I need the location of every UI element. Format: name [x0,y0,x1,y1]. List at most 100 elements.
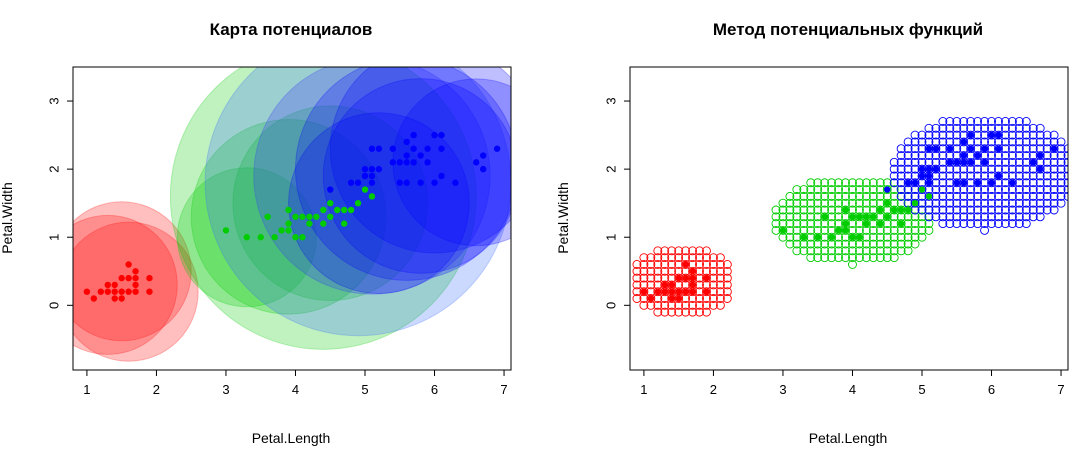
grid-point [952,212,962,222]
data-point [479,165,487,173]
grid-point [792,185,802,195]
grid-point [1000,164,1010,174]
grid-point [966,191,976,201]
grid-point [806,185,816,195]
data-point [1036,165,1044,173]
grid-point [1014,212,1024,222]
grid-point [994,198,1003,208]
grid-point [854,191,864,201]
grid-point [966,171,976,181]
grid-point [785,232,795,242]
data-point [689,288,696,295]
grid-point [917,205,927,215]
grid-point [1014,205,1024,215]
data-point [285,227,292,234]
data-point [647,295,655,302]
data-point [661,288,668,295]
grid-point [1028,157,1038,167]
grid-point [660,300,670,310]
x-tick-label: 5 [361,382,368,397]
x-axis-label: Petal.Length [809,430,888,446]
grid-point [896,239,906,249]
data-point [375,165,383,173]
grid-point [1000,219,1010,229]
grid-point [994,212,1003,222]
grid-point [931,198,941,208]
grid-point [938,185,948,195]
grid-point [722,266,732,276]
grid-point [994,219,1003,229]
grid-point [1021,178,1031,188]
grid-point [945,212,955,222]
grid-point [987,205,996,215]
x-tick-label: 4 [849,382,856,397]
grid-point [861,253,871,263]
grid-point [646,273,656,283]
grid-point [848,191,857,201]
grid-point [820,191,830,201]
grid-point [1007,164,1017,174]
data-point [403,152,410,159]
data-point [132,281,139,289]
grid-point [973,219,983,229]
grid-point [938,178,948,188]
x-tick-label: 1 [640,382,647,397]
x-tick-label: 5 [918,382,925,397]
data-point [1036,152,1044,159]
grid-point [959,117,969,126]
data-point [911,199,919,207]
grid-point [1007,198,1017,208]
grid-point [639,287,649,297]
grid-point [771,219,781,229]
grid-point [861,246,871,256]
grid-point [1007,117,1017,126]
grid-point [1028,123,1038,133]
grid-point [785,212,795,222]
grid-point [1021,117,1031,126]
grid-point [841,239,850,249]
grid-point [980,144,990,154]
data-point [111,295,118,302]
data-point [946,145,954,152]
data-point [354,179,362,186]
grid-point [917,137,927,147]
grid-point [903,225,913,235]
grid-point [917,212,927,222]
data-point [479,152,487,159]
data-point [863,220,870,227]
grid-point [799,219,809,229]
grid-point [841,253,850,263]
grid-point [1042,185,1052,195]
data-point [132,268,139,275]
data-point [243,234,251,241]
data-point [299,234,306,241]
grid-point [973,191,983,201]
grid-point [980,171,990,181]
grid-point [1042,171,1052,181]
grid-point [966,212,976,222]
grid-point [854,198,864,208]
grid-point [959,123,969,133]
data-point [967,159,974,166]
data-point [424,159,431,166]
grid-point [910,232,920,242]
data-point [313,213,320,220]
grid-point [973,198,983,208]
grid-point [1049,198,1059,208]
grid-point [639,266,649,276]
data-point [849,213,856,220]
data-point [689,281,696,289]
data-point [995,172,1002,180]
grid-point [994,144,1003,154]
y-tick-label: 3 [603,97,618,104]
data-point [835,227,842,234]
grid-point [854,178,864,188]
grid-point [889,225,899,235]
grid-point [632,260,642,269]
data-point [682,288,689,295]
grid-point [674,246,684,256]
grid-point [875,246,885,256]
grid-point [834,185,844,195]
grid-point [799,198,809,208]
